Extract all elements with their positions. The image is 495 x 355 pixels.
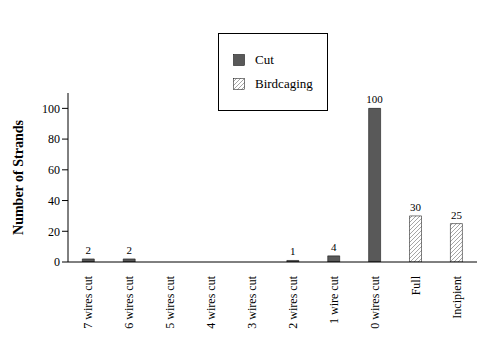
svg-text:5 wires cut: 5 wires cut: [163, 275, 177, 328]
svg-text:Full: Full: [409, 275, 423, 295]
svg-text:1: 1: [290, 245, 296, 257]
svg-text:Number of Strands: Number of Strands: [11, 120, 26, 235]
html-text:Birdcaging: Birdcaging: [255, 76, 313, 91]
svg-text:6 wires cut: 6 wires cut: [122, 275, 136, 328]
svg-text:2: 2: [126, 244, 132, 256]
svg-text:0: 0: [54, 255, 60, 269]
svg-text:40: 40: [48, 194, 60, 208]
svg-text:80: 80: [48, 132, 60, 146]
svg-text:2: 2: [86, 244, 92, 256]
svg-text:7 wires cut: 7 wires cut: [81, 275, 95, 328]
html-text:Cut: Cut: [255, 52, 274, 67]
svg-text:0 wires cut: 0 wires cut: [368, 275, 382, 328]
svg-text:100: 100: [366, 93, 383, 105]
svg-text:3 wires cut: 3 wires cut: [245, 275, 259, 328]
svg-text:20: 20: [48, 225, 60, 239]
svg-text:Incipient: Incipient: [450, 275, 464, 318]
svg-text:1 wire cut: 1 wire cut: [327, 275, 341, 324]
svg-text:4: 4: [331, 241, 337, 253]
svg-text:30: 30: [410, 201, 422, 213]
svg-text:2 wires cut: 2 wires cut: [286, 275, 300, 328]
svg-text:60: 60: [48, 163, 60, 177]
svg-text:100: 100: [42, 102, 60, 116]
svg-text:4 wires cut: 4 wires cut: [204, 275, 218, 328]
svg-text:25: 25: [451, 209, 463, 221]
